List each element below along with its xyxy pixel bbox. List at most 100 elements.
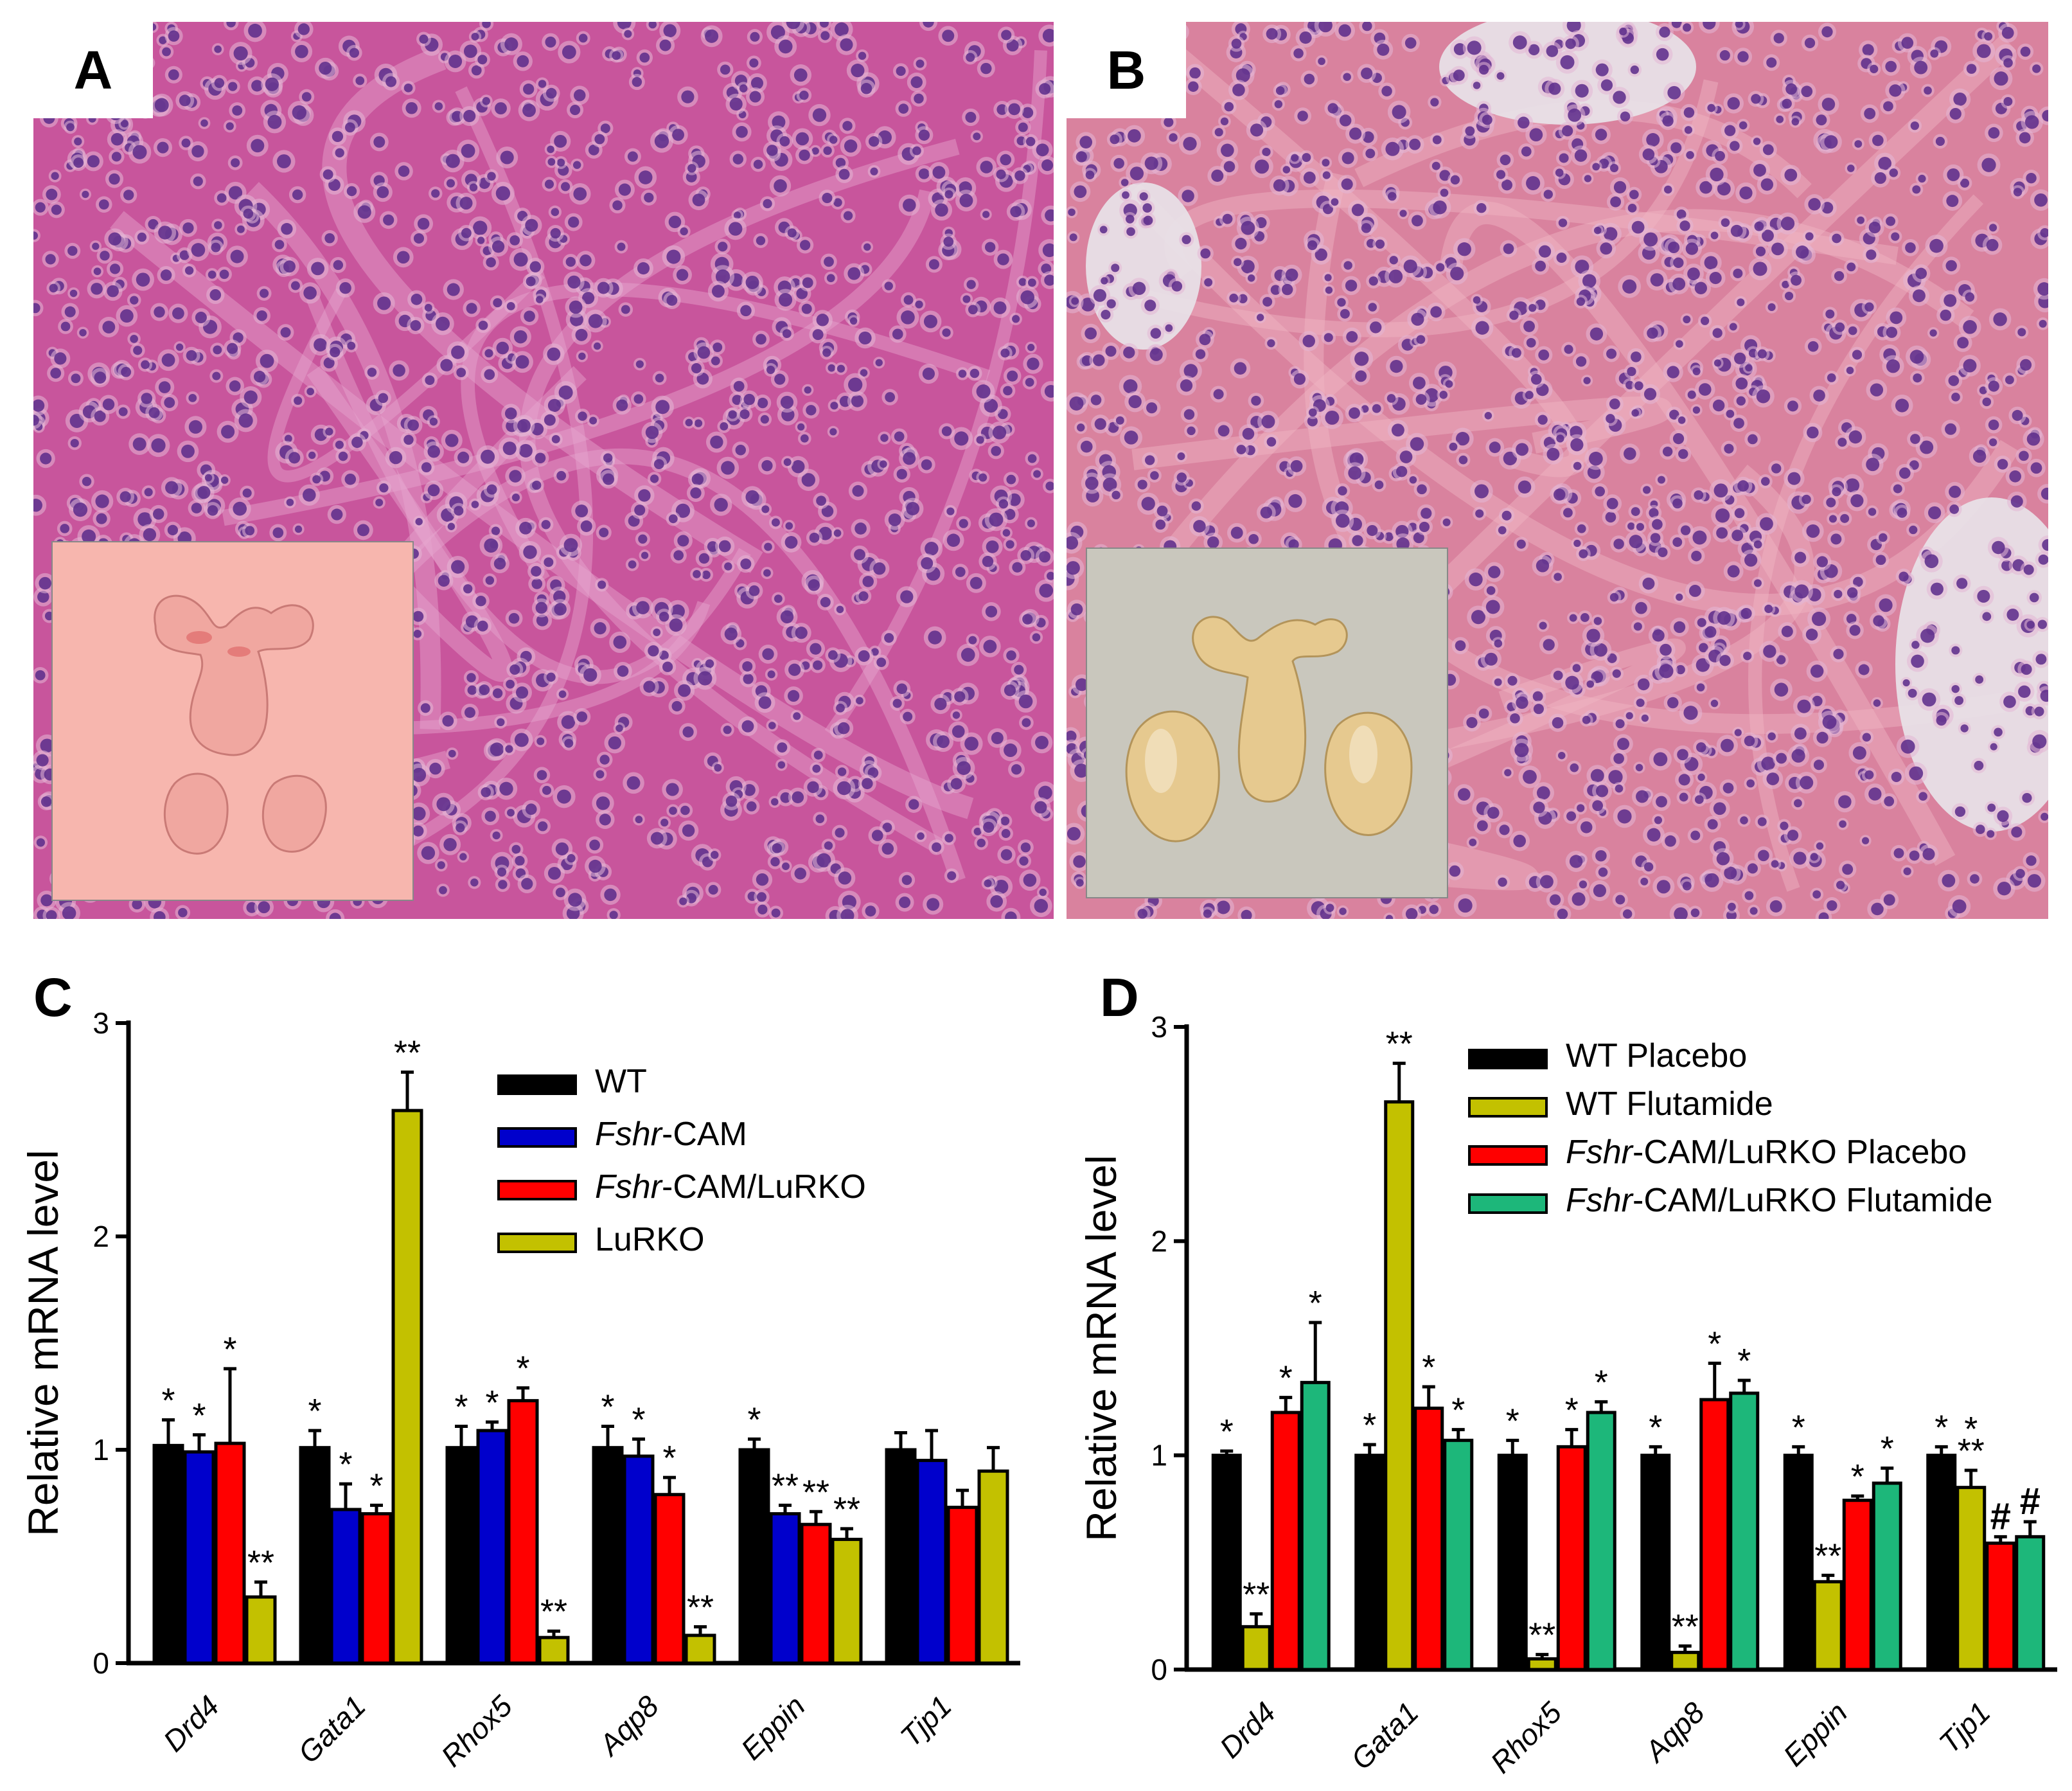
y-tick-label: 0 [93, 1646, 109, 1680]
legend-swatch [1468, 1145, 1548, 1166]
bar [1384, 1100, 1415, 1671]
bar [800, 1522, 832, 1665]
significance-mark: ** [1528, 1616, 1555, 1655]
bar [1783, 1454, 1814, 1671]
bar [2015, 1535, 2046, 1671]
y-tick-label: 3 [93, 1006, 109, 1040]
y-tick-label: 0 [1151, 1653, 1167, 1686]
bar [476, 1429, 508, 1665]
bar [1354, 1454, 1385, 1671]
bar [946, 1506, 978, 1665]
organ-photo-inset-b [1086, 548, 1448, 898]
bar [1270, 1411, 1301, 1671]
y-axis-label: Relative mRNA level [19, 1150, 67, 1537]
histology-image-a [33, 22, 1054, 919]
bar [299, 1446, 331, 1665]
significance-mark: * [1363, 1406, 1376, 1445]
bar [1985, 1541, 2016, 1671]
significance-mark: ** [540, 1592, 567, 1631]
bar [507, 1399, 539, 1665]
bar [1241, 1625, 1271, 1671]
bar [623, 1454, 655, 1665]
bar [1956, 1486, 1987, 1671]
significance-mark: * [1881, 1430, 1894, 1468]
bar [653, 1493, 686, 1665]
significance-mark: * [1309, 1284, 1322, 1323]
significance-mark: ** [772, 1466, 799, 1505]
reproductive-organs-image-a [154, 594, 327, 855]
significance-mark: ** [1243, 1575, 1270, 1614]
significance-mark: ** [687, 1589, 714, 1627]
y-tick-label: 3 [1151, 1010, 1167, 1044]
legend-swatch [497, 1233, 577, 1253]
legend-swatch [497, 1074, 577, 1095]
x-tick-label: Gata1 [292, 1689, 372, 1769]
bar [1413, 1406, 1444, 1671]
legend-label: LuRKO [595, 1221, 705, 1258]
significance-mark: * [485, 1384, 499, 1422]
bar [245, 1595, 277, 1665]
legend-swatch [497, 1180, 577, 1200]
significance-mark: * [192, 1396, 206, 1435]
y-tick-label: 2 [1151, 1224, 1167, 1258]
significance-mark: * [1792, 1408, 1805, 1447]
x-tick-label: Tjp1 [894, 1689, 958, 1753]
x-tick-label: Tjp1 [1933, 1695, 1997, 1760]
bar [214, 1441, 246, 1665]
bar [1926, 1454, 1957, 1671]
legend-label: WT [595, 1063, 647, 1100]
significance-mark: * [454, 1387, 468, 1426]
legend-label: WT Flutamide [1566, 1085, 1773, 1123]
x-tick-label: Aqp8 [591, 1689, 665, 1763]
significance-mark: * [1851, 1457, 1864, 1496]
significance-mark: * [1595, 1363, 1608, 1402]
bar [445, 1446, 477, 1665]
significance-mark: ** [1386, 1025, 1413, 1064]
significance-mark: * [601, 1387, 614, 1426]
significance-mark: * [1422, 1348, 1435, 1387]
significance-mark: ** [833, 1490, 860, 1529]
bar [977, 1469, 1009, 1665]
significance-mark: * [223, 1330, 236, 1369]
bar [1729, 1391, 1760, 1671]
bar [1699, 1398, 1730, 1671]
bar [1527, 1657, 1557, 1671]
significance-mark: * [1220, 1412, 1234, 1451]
x-tick-label: Aqp8 [1637, 1695, 1711, 1769]
x-tick-label: Rhox5 [1484, 1695, 1568, 1779]
legend-label: Fshr-CAM [595, 1116, 747, 1153]
bar [183, 1450, 215, 1665]
reproductive-organs-image-b [1125, 616, 1413, 842]
significance-mark: # [2020, 1481, 2041, 1522]
legend-swatch [497, 1127, 577, 1148]
x-tick-label: Gata1 [1344, 1695, 1424, 1776]
panel-label-c: C [33, 967, 73, 1028]
bar [1443, 1438, 1474, 1671]
significance-mark: * [1708, 1324, 1721, 1363]
significance-mark: * [632, 1400, 645, 1439]
significance-mark: # [1990, 1495, 2011, 1537]
significance-mark: * [516, 1350, 529, 1388]
significance-mark: ** [1672, 1607, 1699, 1646]
bar [831, 1537, 863, 1665]
bar [684, 1634, 716, 1665]
y-axis-label: Relative mRNA level [1077, 1155, 1125, 1542]
significance-mark: * [369, 1466, 383, 1505]
x-tick-label: Eppin [1776, 1695, 1854, 1772]
legend-label: Fshr-CAM/LuRKO Flutamide [1566, 1182, 1993, 1219]
x-tick-label: Rhox5 [434, 1689, 518, 1773]
bar [885, 1448, 917, 1665]
significance-mark: * [339, 1445, 352, 1484]
panel-label-b: B [1067, 22, 1186, 118]
significance-mark: * [1279, 1359, 1293, 1398]
bar [738, 1448, 770, 1665]
legend-label: WT Placebo [1566, 1037, 1747, 1074]
panel-label-d: D [1100, 967, 1139, 1028]
legend-label: Fshr-CAM/LuRKO [595, 1168, 866, 1206]
bar [769, 1512, 801, 1665]
legend-swatch [1468, 1097, 1548, 1118]
y-tick-label: 1 [1151, 1439, 1167, 1472]
significance-mark: ** [1814, 1537, 1841, 1575]
he-stain-texture-b [1067, 22, 2048, 919]
bar [1497, 1454, 1528, 1671]
